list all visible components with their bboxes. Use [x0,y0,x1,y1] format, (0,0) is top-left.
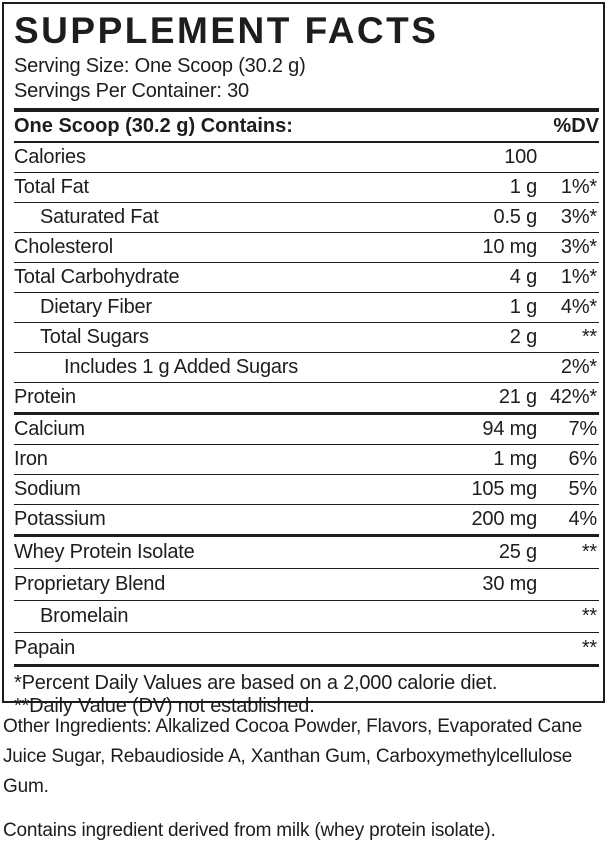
nutrient-name: Proprietary Blend [14,573,166,595]
nutrient-row-bromelain: Bromelain ** [14,601,599,633]
nutrient-row-total-carbohydrate: Total Carbohydrate 4 g 1%* [14,263,599,293]
nutrient-amount: 30 mg [482,573,537,595]
contains-header: One Scoop (30.2 g) Contains: [14,115,293,137]
dv-header: %DV [553,115,599,137]
nutrient-amount: 0.5 g [493,206,538,228]
nutrient-amount: 10 mg [482,236,537,258]
nutrient-name: Total Sugars [40,326,149,348]
nutrient-amount: 4 g [509,266,537,288]
nutrient-name: Cholesterol [14,236,113,258]
nutrient-row-iron: Iron 1 mg 6% [14,445,599,475]
section-divider-thick [14,108,599,112]
nutrient-dv: 1%* [560,176,597,198]
nutrient-name: Total Carbohydrate [14,266,180,288]
column-header-row: One Scoop (30.2 g) Contains: %DV [14,112,599,143]
nutrient-name: Includes 1 g Added Sugars [64,356,299,378]
nutrient-name: Protein [14,386,76,408]
nutrient-row-calcium: Calcium 94 mg 7% [14,415,599,445]
footnote-percent-dv: *Percent Daily Values are based on a 2,0… [14,672,498,694]
nutrient-amount: 2 g [509,326,537,348]
nutrient-dv: 3%* [560,236,597,258]
footnote-dv-not-established: **Daily Value (DV) not established. [14,695,315,717]
nutrient-amount: 25 g [498,541,537,563]
nutrient-name: Bromelain [40,605,129,627]
nutrient-row-calories: Calories 100 [14,143,599,173]
nutrient-dv: 42%* [549,386,597,408]
nutrient-dv: 6% [568,448,597,470]
nutrient-row-papain: Papain ** [14,633,599,667]
nutrient-name: Dietary Fiber [40,296,152,318]
nutrient-row-cholesterol: Cholesterol 10 mg 3%* [14,233,599,263]
nutrient-dv: ** [581,637,597,659]
nutrient-amount: 200 mg [471,508,537,530]
nutrient-name: Iron [14,448,48,470]
nutrient-dv: 2%* [560,356,597,378]
nutrient-amount: 1 g [509,296,537,318]
nutrient-dv: ** [581,541,597,563]
nutrient-name: Calcium [14,418,85,440]
nutrient-row-potassium: Potassium 200 mg 4% [14,505,599,537]
supplement-facts-label: SUPPLEMENT FACTS Serving Size: One Scoop… [2,2,605,717]
nutrient-dv: 7% [568,418,597,440]
nutrient-name: Total Fat [14,176,89,198]
nutrient-dv: 3%* [560,206,597,228]
nutrient-row-dietary-fiber: Dietary Fiber 1 g 4%* [14,293,599,323]
nutrient-amount: 1 g [509,176,537,198]
nutrient-name: Potassium [14,508,106,530]
nutrient-row-added-sugars: Includes 1 g Added Sugars 2%* [14,353,599,383]
nutrient-name: Calories [14,146,86,168]
allergen-statement: Contains ingredient derived from milk (w… [3,820,496,841]
nutrient-dv: ** [581,605,597,627]
nutrient-row-whey-protein-isolate: Whey Protein Isolate 25 g ** [14,537,599,569]
nutrient-row-sodium: Sodium 105 mg 5% [14,475,599,505]
nutrient-amount: 105 mg [471,478,537,500]
nutrient-row-protein: Protein 21 g 42%* [14,383,599,415]
nutrient-amount: 1 mg [493,448,537,470]
nutrient-name: Saturated Fat [40,206,159,228]
nutrient-amount: 21 g [498,386,537,408]
other-ingredients: Other Ingredients: Alkalized Cocoa Powde… [3,716,583,797]
nutrient-name: Sodium [14,478,81,500]
servings-per-container: Servings Per Container: 30 [14,80,249,102]
nutrient-row-total-fat: Total Fat 1 g 1%* [14,173,599,203]
nutrient-row-saturated-fat: Saturated Fat 0.5 g 3%* [14,203,599,233]
nutrient-name: Whey Protein Isolate [14,541,195,563]
serving-size: Serving Size: One Scoop (30.2 g) [14,55,306,77]
nutrient-dv: 4%* [560,296,597,318]
nutrient-amount: 100 [504,146,537,168]
nutrient-row-total-sugars: Total Sugars 2 g ** [14,323,599,353]
nutrient-amount: 94 mg [482,418,537,440]
nutrient-dv: 5% [568,478,597,500]
nutrient-dv: 1%* [560,266,597,288]
nutrient-dv: ** [581,326,597,348]
label-title: SUPPLEMENT FACTS [14,10,439,51]
nutrient-name: Papain [14,637,76,659]
nutrient-row-proprietary-blend: Proprietary Blend 30 mg [14,569,599,601]
nutrient-dv: 4% [568,508,597,530]
